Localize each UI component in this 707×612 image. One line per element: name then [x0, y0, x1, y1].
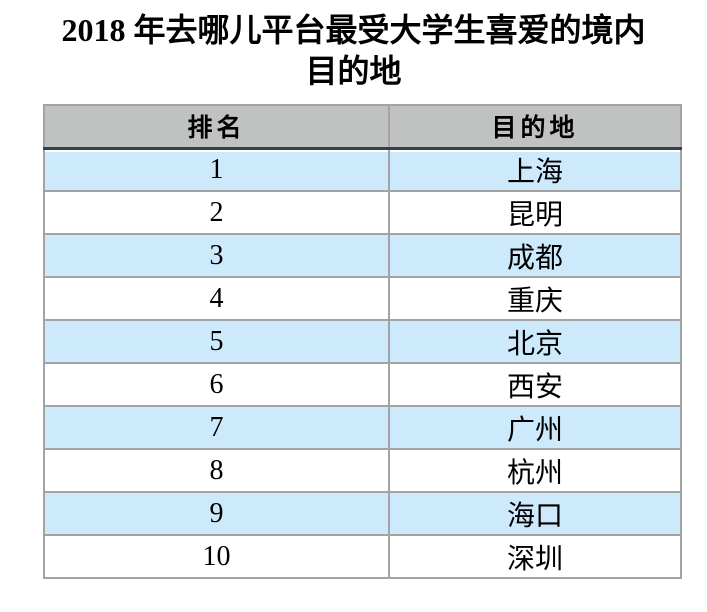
column-header-rank: 排名	[43, 104, 390, 150]
destinations-table: 排名 目的地 1 上海 2 昆明 3 成都 4 重庆 5 北京 6 西安 7 广州 8 杭州 9 海口 10 深圳	[43, 104, 682, 579]
cell-destination: 西安	[388, 362, 682, 407]
cell-rank: 6	[43, 362, 390, 407]
table-row: 2 昆明	[43, 190, 682, 235]
cell-rank: 1	[43, 148, 390, 192]
cell-destination: 深圳	[388, 534, 682, 579]
title-line-1: 2018 年去哪儿平台最受大学生喜爱的境内	[61, 12, 646, 48]
cell-rank: 7	[43, 405, 390, 450]
table-row: 9 海口	[43, 491, 682, 536]
cell-rank: 2	[43, 190, 390, 235]
cell-destination: 海口	[388, 491, 682, 536]
cell-rank: 3	[43, 233, 390, 278]
cell-destination: 北京	[388, 319, 682, 364]
table-body: 1 上海 2 昆明 3 成都 4 重庆 5 北京 6 西安 7 广州 8 杭州 9 海口 10 深圳	[43, 148, 682, 579]
table-row: 6 西安	[43, 362, 682, 407]
table-row: 10 深圳	[43, 534, 682, 579]
table-row: 3 成都	[43, 233, 682, 278]
table-row: 7 广州	[43, 405, 682, 450]
title-line-2: 目的地	[305, 53, 402, 89]
page-title: 2018 年去哪儿平台最受大学生喜爱的境内 目的地	[34, 10, 674, 92]
cell-rank: 9	[43, 491, 390, 536]
table-row: 1 上海	[43, 148, 682, 192]
cell-rank: 8	[43, 448, 390, 493]
table-row: 5 北京	[43, 319, 682, 364]
cell-destination: 上海	[388, 148, 682, 192]
table-row: 8 杭州	[43, 448, 682, 493]
column-header-destination: 目的地	[388, 104, 682, 150]
table-row: 4 重庆	[43, 276, 682, 321]
cell-destination: 成都	[388, 233, 682, 278]
cell-destination: 杭州	[388, 448, 682, 493]
cell-rank: 10	[43, 534, 390, 579]
cell-rank: 4	[43, 276, 390, 321]
cell-destination: 昆明	[388, 190, 682, 235]
cell-destination: 广州	[388, 405, 682, 450]
table-header-row: 排名 目的地	[43, 104, 682, 150]
cell-destination: 重庆	[388, 276, 682, 321]
cell-rank: 5	[43, 319, 390, 364]
